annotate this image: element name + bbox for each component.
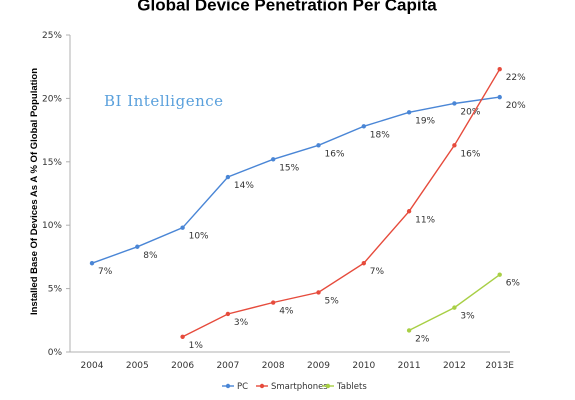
smartphones-point (316, 290, 321, 295)
smartphones-point (452, 143, 457, 148)
pc-point (361, 124, 366, 129)
y-tick-label: 5% (48, 285, 63, 295)
smartphones-data-label: 16% (460, 149, 480, 159)
smartphones-data-label: 1% (189, 341, 204, 351)
pc-point (180, 225, 185, 230)
legend-tablets-marker (325, 383, 331, 389)
x-tick-label: 2013E (485, 361, 514, 371)
smartphones-point (225, 311, 231, 317)
smartphones-point (361, 261, 366, 266)
tablets-point (406, 328, 412, 333)
x-tick-label: 2008 (262, 361, 285, 371)
legend-smartphones-label: Smartphones (271, 382, 328, 392)
x-tick-label: 2009 (307, 361, 330, 371)
smartphones-data-label: 11% (415, 215, 435, 225)
pc-point (225, 174, 231, 180)
x-tick-label: 2007 (216, 361, 239, 371)
pc-point (497, 94, 502, 100)
smartphones-point (497, 67, 502, 72)
smartphones-data-label: 3% (234, 318, 249, 328)
smartphones-data-label: 4% (279, 307, 294, 317)
smartphones-data-label: 7% (370, 267, 385, 277)
tablets-point (497, 272, 502, 277)
y-tick-label: 0% (48, 348, 63, 358)
pc-point (316, 143, 321, 148)
legend-tablets-label: Tablets (336, 382, 367, 392)
x-tick-label: 2005 (126, 361, 149, 371)
pc-data-label: 20% (460, 107, 480, 117)
smartphones-point (180, 334, 185, 339)
pc-data-label: 16% (325, 149, 345, 159)
x-tick-label: 2004 (81, 361, 104, 371)
watermark: BI Intelligence (104, 92, 224, 110)
pc-data-label: 18% (370, 130, 390, 140)
legend-pc-marker (225, 383, 231, 389)
tablets-data-label: 6% (506, 279, 521, 289)
legend-smartphones-marker (259, 383, 265, 389)
pc-data-label: 10% (189, 232, 209, 242)
tablets-data-label: 3% (460, 312, 475, 322)
y-tick-label: 25% (42, 31, 62, 41)
pc-point (406, 110, 412, 115)
pc-data-label: 15% (279, 163, 299, 173)
pc-data-label: 19% (415, 116, 435, 126)
pc-point (271, 157, 276, 162)
smartphones-data-label: 5% (325, 296, 340, 306)
smartphones-line (182, 68, 501, 338)
legend-pc-label: PC (237, 382, 248, 392)
x-tick-label: 2006 (171, 361, 194, 371)
smartphones-point (406, 209, 412, 214)
pc-line (91, 96, 500, 264)
x-tick-label: 2012 (443, 361, 466, 371)
y-axis-ticks: 0% 5% 10% 15% 20% 25% (42, 31, 70, 358)
chart-title: Global Device Penetration Per Capita (137, 0, 437, 14)
tablets-data-label: 2% (415, 334, 430, 344)
x-tick-label: 2010 (352, 361, 375, 371)
pc-point (89, 261, 95, 266)
pc-point (135, 244, 140, 249)
pc-data-label: 8% (143, 251, 158, 261)
pc-point (452, 101, 457, 106)
legend: PC Smartphones Tablets (222, 382, 367, 392)
y-tick-label: 10% (42, 221, 62, 231)
y-axis-label: Installed Base Of Devices As A % Of Glob… (29, 68, 40, 315)
smartphones-point (271, 300, 276, 305)
x-tick-label: 2011 (398, 361, 421, 371)
x-axis-ticks: 2004 2005 2006 2007 2008 2009 2010 2011 2012 2013… (81, 361, 515, 371)
tablets-line (408, 274, 501, 332)
pc-data-label: 7% (98, 267, 113, 277)
smartphones-data-label: 22% (506, 73, 526, 83)
y-tick-label: 20% (42, 94, 62, 104)
pc-data-label: 20% (506, 101, 526, 111)
tablets-point (452, 305, 457, 310)
pc-data-label: 14% (234, 181, 254, 191)
series-group: 7% 8% 10% 14% 15% 16% 18% 19% 20% 20% 1% 3% 4% 5% 7% 11… (89, 67, 526, 351)
y-tick-label: 15% (42, 158, 62, 168)
